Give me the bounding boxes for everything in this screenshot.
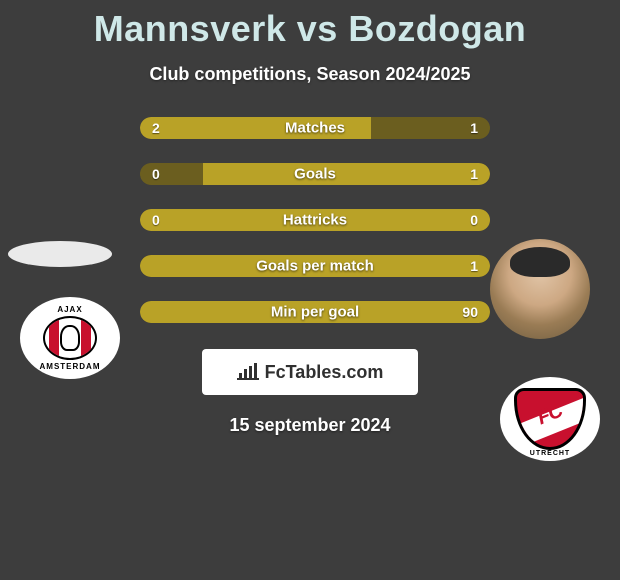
subtitle: Club competitions, Season 2024/2025	[0, 64, 620, 85]
stat-label: Hattricks	[283, 212, 347, 229]
chart-icon	[237, 363, 259, 381]
left-badge-text-bottom: AMSTERDAM	[40, 362, 101, 371]
stat-bars: 2 1 Matches 0 1 Goals 0 0 Hattricks 1 Goals per ma…	[140, 117, 490, 323]
right-player-photo	[490, 239, 590, 339]
left-team-badge: AJAX AMSTERDAM	[20, 297, 120, 379]
stat-left-value: 0	[152, 166, 160, 182]
stat-row: 90 Min per goal	[140, 301, 490, 323]
brand-text: FcTables.com	[265, 362, 384, 383]
stat-row: 2 1 Matches	[140, 117, 490, 139]
stat-right-value: 1	[470, 166, 478, 182]
stat-right-value: 1	[470, 258, 478, 274]
left-badge-text-top: AJAX	[57, 305, 82, 314]
stat-label: Goals	[294, 166, 336, 183]
stat-row: 0 0 Hattricks	[140, 209, 490, 231]
right-team-badge: FC UTRECHT	[500, 377, 600, 461]
stat-right-value: 0	[470, 212, 478, 228]
stat-row: 0 1 Goals	[140, 163, 490, 185]
stat-right-value: 1	[470, 120, 478, 136]
stat-label: Goals per match	[256, 258, 374, 275]
stat-left-value: 2	[152, 120, 160, 136]
left-player-photo	[8, 241, 112, 267]
stat-label: Matches	[285, 120, 345, 137]
left-badge-inner	[43, 316, 97, 360]
brand-box: FcTables.com	[202, 349, 418, 395]
stat-right-value: 90	[462, 304, 478, 320]
right-badge-text: UTRECHT	[530, 450, 570, 457]
stat-left-value: 0	[152, 212, 160, 228]
stat-label: Min per goal	[271, 304, 359, 321]
comparison-panel: AJAX AMSTERDAM FC UTRECHT 21Matches01Goa…	[0, 117, 620, 436]
stat-row: 1 Goals per match	[140, 255, 490, 277]
page-title: Mannsverk vs Bozdogan	[0, 0, 620, 50]
